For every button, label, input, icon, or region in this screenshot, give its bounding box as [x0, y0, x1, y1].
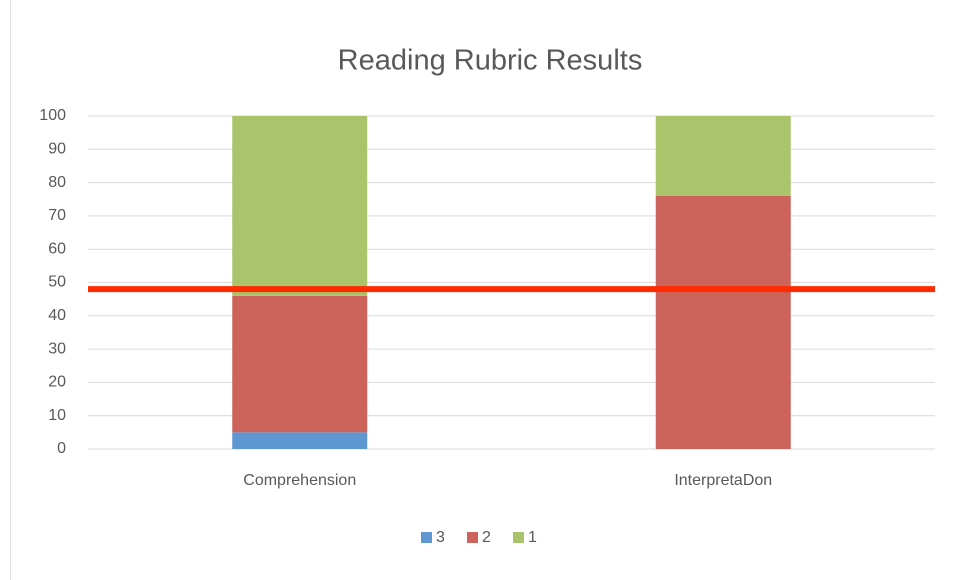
x-tick-label: InterpretaDon [674, 472, 772, 489]
y-tick-label: 0 [57, 440, 66, 457]
legend-swatch [513, 532, 524, 543]
y-tick-label: 100 [39, 107, 66, 124]
bar-segment [655, 116, 791, 196]
y-tick-label: 20 [48, 374, 66, 391]
y-tick-label: 40 [48, 307, 66, 324]
x-tick-label: Comprehension [243, 472, 356, 489]
bar-segment [655, 195, 791, 449]
y-tick-label: 60 [48, 240, 66, 257]
legend-label: 1 [528, 529, 537, 546]
chart-title: Reading Rubric Results [338, 45, 643, 77]
y-tick-label: 50 [48, 274, 66, 291]
y-tick-label: 80 [48, 174, 66, 191]
y-tick-label: 70 [48, 207, 66, 224]
y-tick-label: 30 [48, 340, 66, 357]
legend-swatch [467, 532, 478, 543]
legend-label: 3 [436, 529, 445, 546]
legend-swatch [421, 532, 432, 543]
y-tick-label: 90 [48, 141, 66, 158]
bar-segment [232, 116, 368, 296]
bar-segment [232, 432, 368, 449]
y-tick-label: 10 [48, 407, 66, 424]
bar-segment [232, 295, 368, 433]
legend-label: 2 [482, 529, 491, 546]
